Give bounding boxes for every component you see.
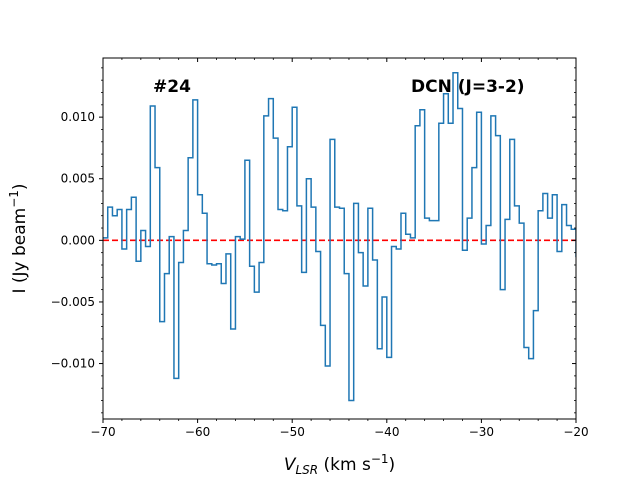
source-id-annotation: #24 <box>153 77 191 97</box>
x-tick-label: −40 <box>374 425 399 439</box>
x-tick-label: −50 <box>280 425 305 439</box>
x-axis-label: VLSR (km s−1) <box>284 452 395 477</box>
plot-frame <box>102 57 577 420</box>
y-tick-label: −0.005 <box>51 295 95 309</box>
y-tick-label: 0.005 <box>61 172 95 186</box>
x-tick-label: −20 <box>563 425 588 439</box>
spectrum-series-0 <box>103 72 576 402</box>
x-tick-label: −70 <box>90 425 115 439</box>
y-tick-label: 0.000 <box>61 233 95 247</box>
y-tick-label: 0.010 <box>61 110 95 124</box>
y-tick-label: −0.010 <box>51 357 95 371</box>
line-name-annotation: DCN (J=3-2) <box>411 77 525 97</box>
x-tick-label: −60 <box>185 425 210 439</box>
x-tick-label: −30 <box>469 425 494 439</box>
y-axis-label: I (Jy beam−1) <box>7 183 30 293</box>
